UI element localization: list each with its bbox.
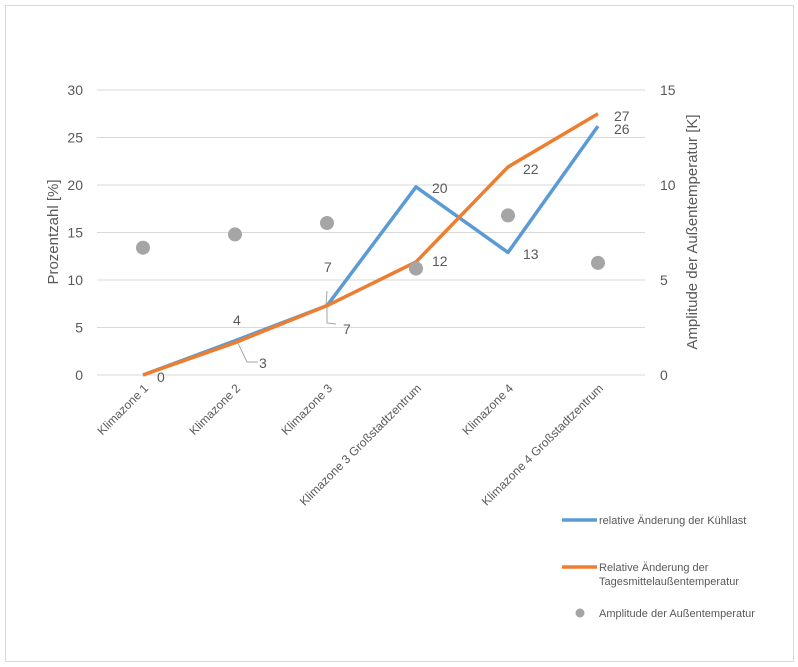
y2-axis-title: Amplitude der Außentemperatur [K]	[684, 114, 701, 349]
series-line-tagesmittel	[142, 112, 599, 377]
data-label-tagesmittel: 27	[614, 108, 630, 124]
data-label-kuehllast: 4	[233, 312, 241, 328]
legend-label-amplitude: Amplitude der Außentemperatur	[599, 608, 755, 620]
y-tick-label: 5	[75, 320, 83, 336]
amplitude-point	[501, 208, 515, 223]
legend-label-tagesmittel-1: Relative Änderung der	[599, 562, 709, 574]
amplitude-point	[320, 216, 334, 230]
leader-line	[236, 340, 258, 363]
y-tick-label: 30	[67, 82, 83, 98]
data-label-kuehllast: 7	[324, 259, 332, 275]
y-axis-title: Prozentzahl [%]	[45, 179, 62, 284]
data-label-tagesmittel: 0	[157, 369, 165, 385]
data-label-tagesmittel: 22	[523, 161, 539, 177]
legend-label-tagesmittel-2: Tagesmittelaußentemperatur	[599, 576, 739, 588]
y2-tick-label: 15	[660, 82, 676, 98]
amplitude-point	[228, 227, 242, 242]
data-label-kuehllast: 20	[432, 180, 448, 196]
y-tick-label: 20	[67, 177, 83, 193]
y2-tick-label: 10	[660, 177, 676, 193]
leader-line	[326, 307, 337, 325]
data-label-tagesmittel: 12	[432, 253, 448, 269]
data-label-kuehllast: 26	[614, 121, 630, 137]
data-label-tagesmittel: 7	[343, 321, 351, 337]
legend-label-kuehllast: relative Änderung der Kühllast	[599, 515, 746, 527]
y-tick-label: 25	[67, 130, 83, 146]
data-label-kuehllast: 13	[523, 246, 539, 262]
y-tick-label: 15	[67, 225, 83, 241]
legend-swatch-amplitude	[575, 608, 585, 618]
data-label-tagesmittel: 3	[259, 355, 267, 371]
chart-border	[5, 5, 794, 662]
amplitude-point	[136, 240, 150, 255]
y2-tick-label: 0	[660, 367, 668, 383]
amplitude-point	[591, 255, 605, 270]
y2-tick-label: 5	[660, 272, 668, 288]
y-tick-label: 0	[75, 367, 83, 383]
y-tick-label: 10	[67, 272, 83, 288]
amplitude-point	[409, 261, 423, 276]
leader-line	[325, 290, 328, 306]
